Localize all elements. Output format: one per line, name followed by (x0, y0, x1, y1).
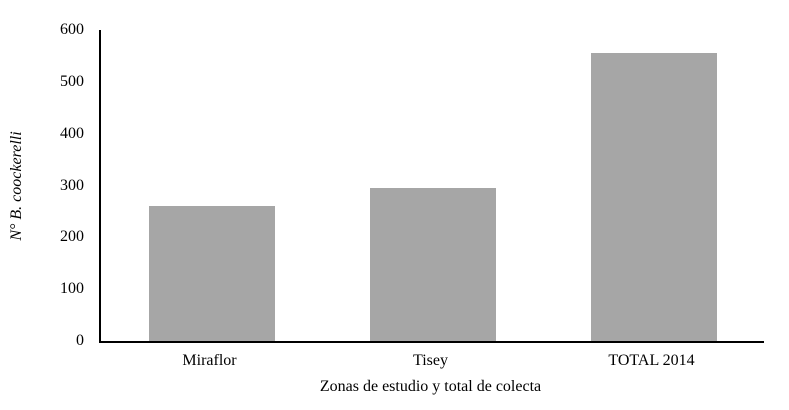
bar-tisey (369, 188, 496, 341)
plot-area (99, 30, 764, 343)
x-tick-label-total-2014: TOTAL 2014 (608, 352, 695, 369)
x-tick-label-miraflor: Miraflor (182, 352, 237, 369)
x-tick-label-tisey: Tisey (413, 352, 448, 369)
y-tick-label-0: 0 (76, 332, 84, 349)
y-tick-label-600: 600 (60, 21, 84, 38)
y-axis-title: N° B. coockerelli (8, 131, 25, 241)
y-tick-label-200: 200 (60, 228, 84, 246)
x-axis-title: Zonas de estudio y total de colecta (319, 378, 542, 395)
y-tick-label-100: 100 (60, 280, 84, 298)
bar-miraflor (148, 206, 275, 341)
bar-total-2014 (590, 53, 717, 341)
y-tick-label-300: 300 (60, 176, 84, 194)
y-tick-label-400: 400 (60, 124, 84, 142)
y-tick-label-500: 500 (60, 72, 84, 90)
